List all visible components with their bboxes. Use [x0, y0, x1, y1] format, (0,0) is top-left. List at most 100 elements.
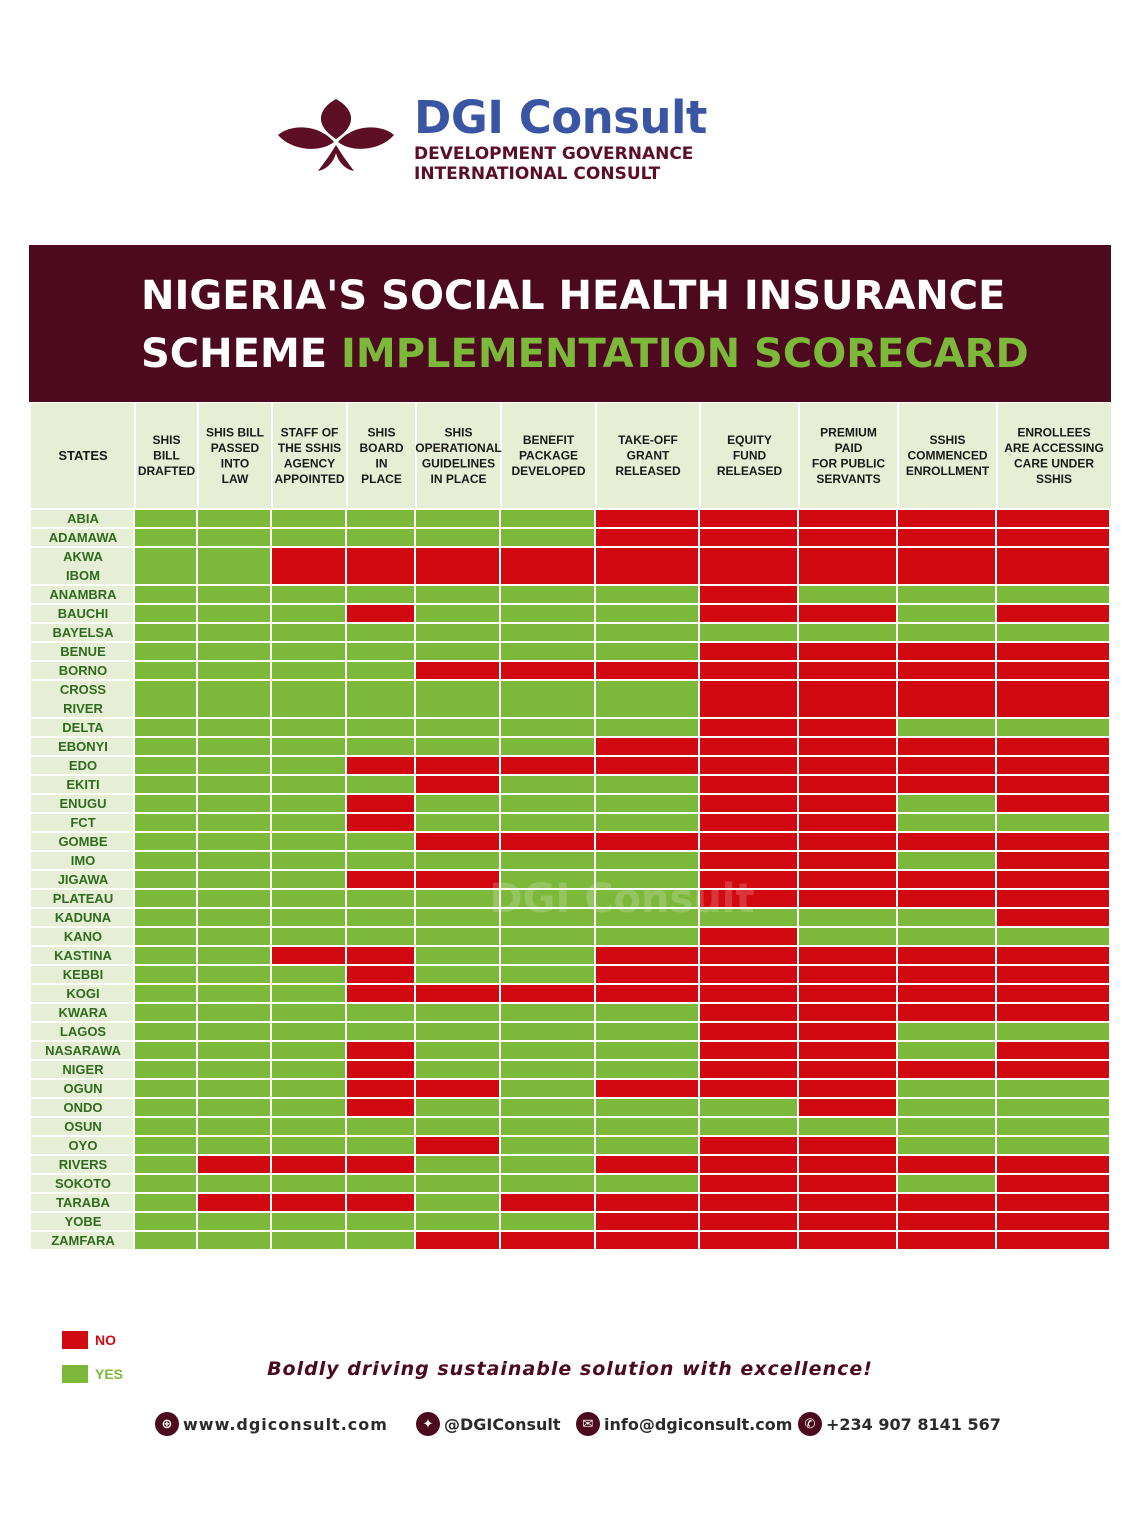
score-cell — [272, 1080, 345, 1097]
score-cell — [272, 738, 345, 755]
score-cell — [997, 548, 1109, 584]
contact-website[interactable]: ⊕ www.dgiconsult.com — [155, 1411, 388, 1437]
score-cell — [347, 757, 414, 774]
score-cell — [501, 757, 594, 774]
score-cell — [997, 890, 1109, 907]
title-line-2-highlight: IMPLEMENTATION SCORECARD — [341, 331, 1029, 377]
score-cell — [198, 510, 270, 527]
score-cell — [596, 719, 698, 736]
score-cell — [997, 586, 1109, 603]
score-cell — [596, 643, 698, 660]
contact-twitter[interactable]: ✦ @DGIConsult — [416, 1411, 561, 1437]
score-cell — [501, 795, 594, 812]
score-cell — [135, 1099, 196, 1116]
score-cell — [347, 776, 414, 793]
score-cell — [898, 852, 995, 869]
score-cell — [501, 1023, 594, 1040]
score-cell — [898, 947, 995, 964]
score-cell — [198, 529, 270, 546]
score-cell — [135, 852, 196, 869]
score-cell — [501, 1004, 594, 1021]
score-cell — [898, 1156, 995, 1173]
state-cell — [31, 814, 133, 831]
score-cell — [347, 662, 414, 679]
score-cell — [700, 738, 797, 755]
score-cell — [596, 681, 698, 717]
score-cell — [700, 890, 797, 907]
score-cell — [416, 1042, 499, 1059]
state-cell — [31, 681, 133, 717]
score-cell — [272, 852, 345, 869]
score-cell — [596, 1099, 698, 1116]
score-cell — [272, 947, 345, 964]
score-cell — [135, 1232, 196, 1249]
header-11: ENROLLEES ARE ACCESSING CARE UNDER SSHIS — [1004, 425, 1104, 486]
score-cell — [416, 966, 499, 983]
score-cell — [135, 928, 196, 945]
score-cell — [198, 966, 270, 983]
header-2: SHIS BILL PASSED INTO LAW — [206, 425, 264, 486]
score-cell — [272, 1175, 345, 1192]
score-cell — [997, 1232, 1109, 1249]
state-label: JIGAWA — [58, 872, 109, 887]
score-cell — [347, 890, 414, 907]
state-cell — [31, 776, 133, 793]
score-cell — [501, 548, 594, 584]
score-cell — [700, 776, 797, 793]
score-cell — [596, 586, 698, 603]
score-cell — [898, 928, 995, 945]
contact-phone[interactable]: ✆ +234 907 8141 567 — [798, 1411, 1001, 1437]
score-cell — [997, 1023, 1109, 1040]
score-cell — [799, 1004, 896, 1021]
state-cell — [31, 529, 133, 546]
score-cell — [416, 662, 499, 679]
score-cell — [416, 548, 499, 584]
score-cell — [997, 510, 1109, 527]
score-cell — [799, 529, 896, 546]
score-cell — [799, 947, 896, 964]
score-cell — [347, 510, 414, 527]
state-label: BAYELSA — [53, 625, 115, 640]
score-cell — [135, 1042, 196, 1059]
score-cell — [898, 529, 995, 546]
score-cell — [347, 814, 414, 831]
score-cell — [997, 1080, 1109, 1097]
score-cell — [347, 1023, 414, 1040]
state-label: EBONYI — [58, 739, 108, 754]
score-cell — [135, 586, 196, 603]
score-cell — [799, 852, 896, 869]
score-cell — [997, 1099, 1109, 1116]
contact-email[interactable]: ✉ info@dgiconsult.com — [576, 1411, 792, 1437]
score-cell — [700, 548, 797, 584]
score-cell — [799, 548, 896, 584]
score-cell — [997, 1213, 1109, 1230]
score-cell — [198, 833, 270, 850]
score-cell — [198, 1175, 270, 1192]
score-cell — [596, 1042, 698, 1059]
score-cell — [898, 719, 995, 736]
score-cell — [347, 966, 414, 983]
score-cell — [596, 890, 698, 907]
state-cell — [31, 1232, 133, 1249]
score-cell — [416, 586, 499, 603]
score-cell — [596, 757, 698, 774]
score-cell — [416, 1023, 499, 1040]
brand-line-2: INTERNATIONAL CONSULT — [414, 164, 661, 184]
score-cell — [898, 1175, 995, 1192]
score-cell — [997, 1118, 1109, 1135]
brand-name: DGI Consult — [414, 91, 707, 144]
score-cell — [135, 1137, 196, 1154]
score-cell — [272, 1213, 345, 1230]
score-cell — [501, 586, 594, 603]
state-cell — [31, 985, 133, 1002]
score-cell — [198, 548, 270, 584]
score-cell — [700, 1042, 797, 1059]
score-cell — [596, 833, 698, 850]
state-label: KOGI — [66, 986, 99, 1001]
legend-no-swatch — [62, 1331, 88, 1349]
score-cell — [272, 1232, 345, 1249]
title-line-2: SCHEME IMPLEMENTATION SCORECARD — [141, 331, 1029, 377]
score-cell — [501, 947, 594, 964]
score-cell — [596, 852, 698, 869]
score-cell — [272, 643, 345, 660]
